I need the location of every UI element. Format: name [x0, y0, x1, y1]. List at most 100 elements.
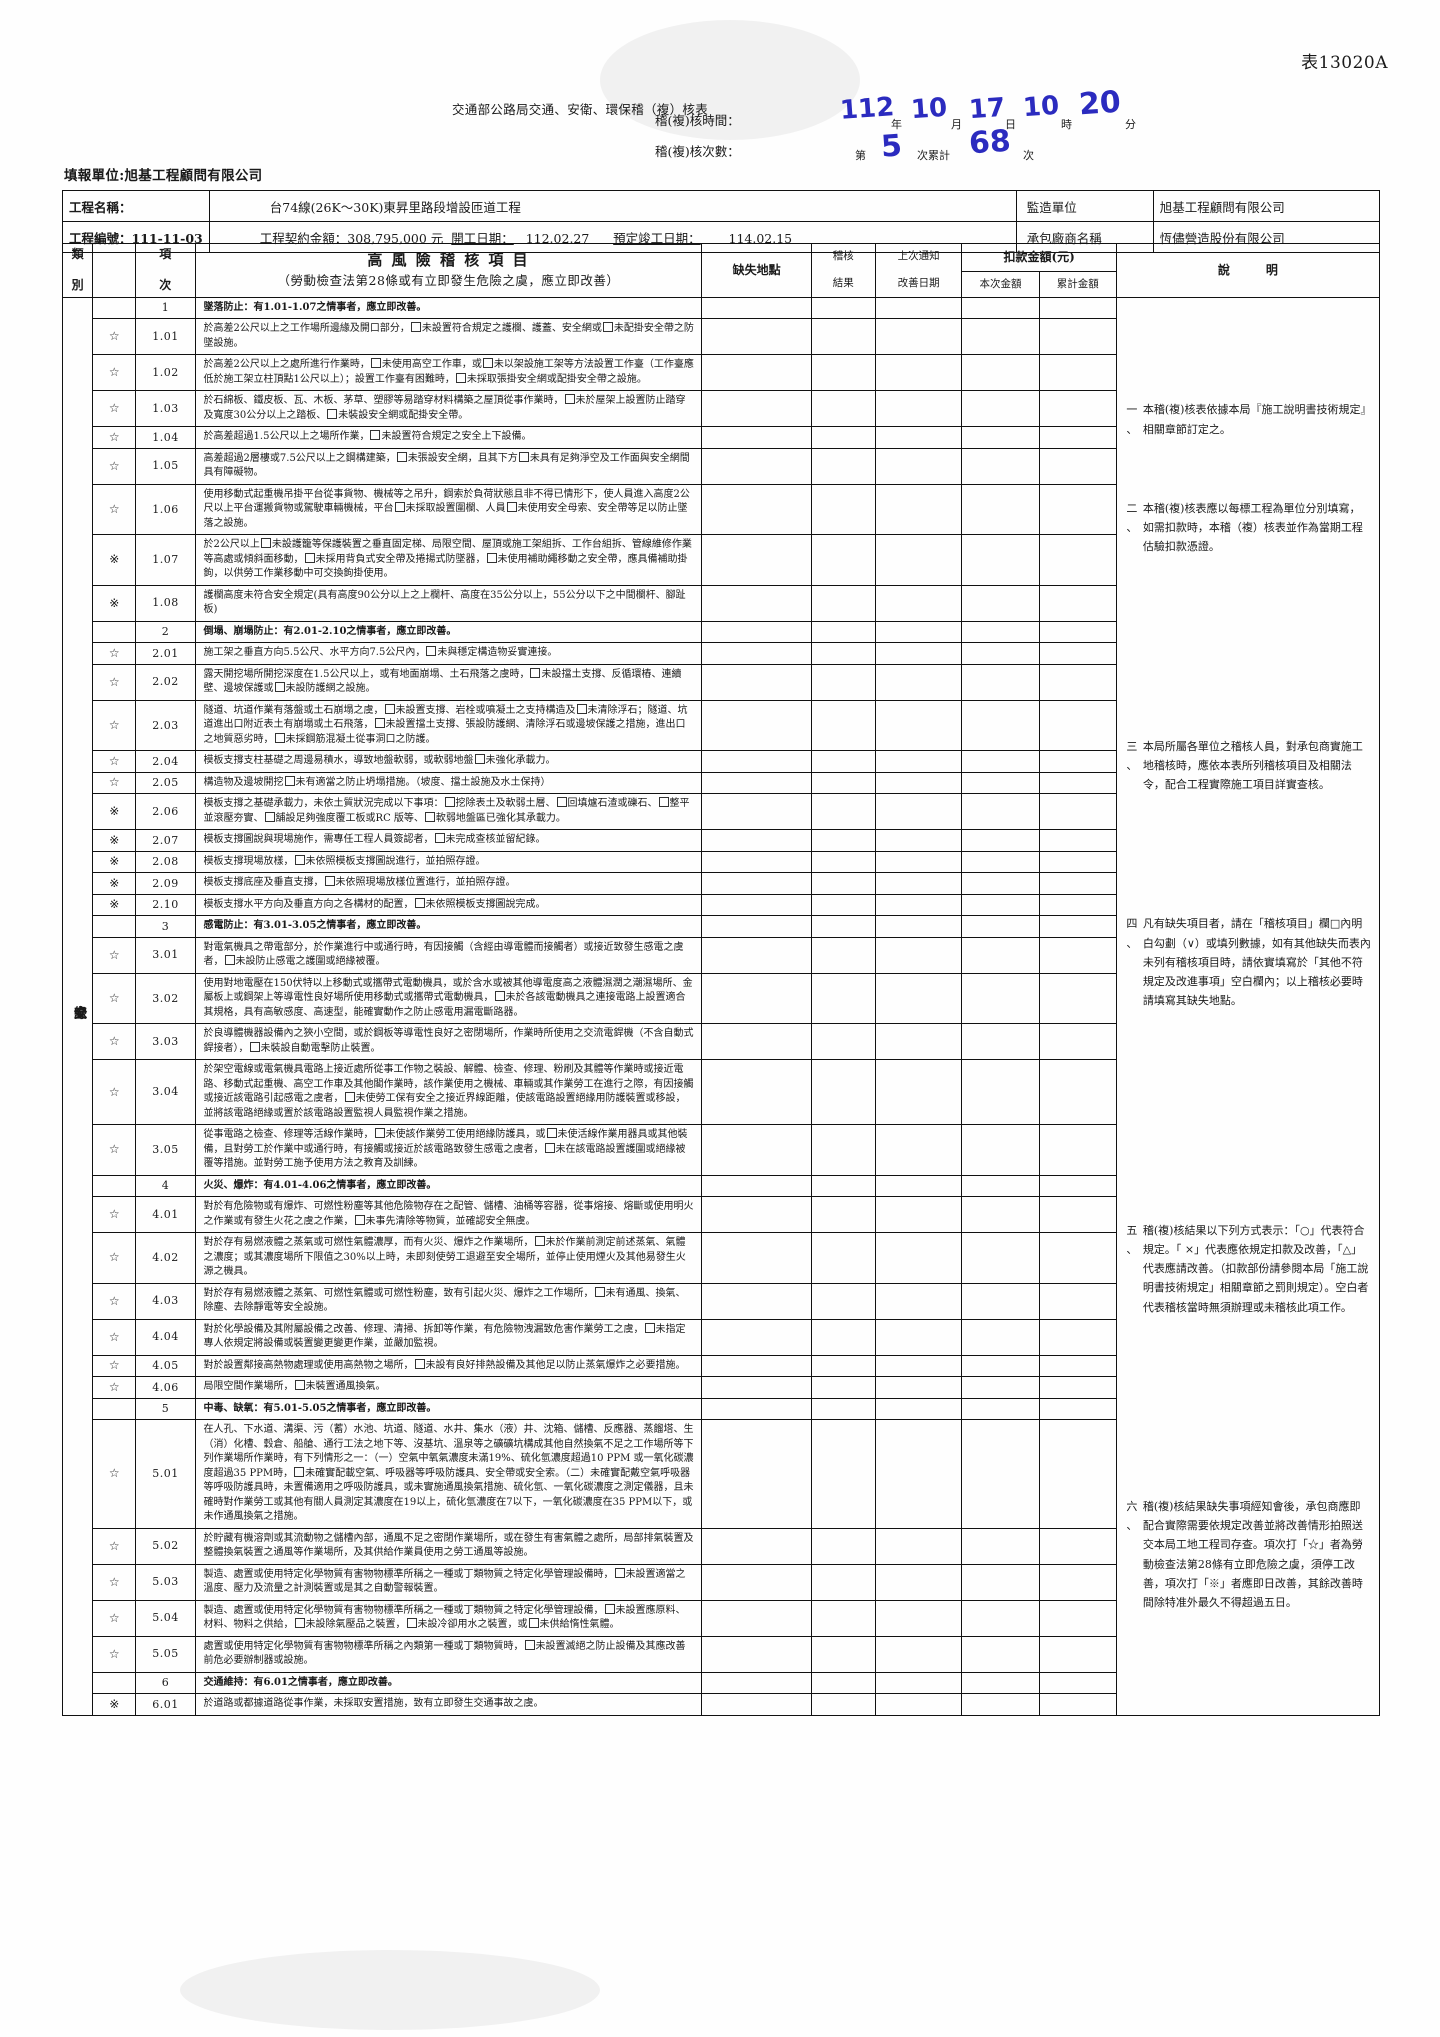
row-notice-date[interactable] — [874, 1196, 963, 1234]
checkbox-icon[interactable] — [327, 408, 338, 419]
row-deduct-total[interactable] — [1038, 1671, 1117, 1695]
row-deduct-total[interactable] — [1038, 1124, 1117, 1176]
checkbox-icon[interactable] — [602, 322, 613, 333]
row-deduct-total[interactable] — [1038, 1599, 1117, 1637]
row-audit-result[interactable] — [810, 426, 876, 449]
checkbox-icon[interactable] — [344, 1092, 355, 1103]
row-audit-result[interactable] — [810, 1563, 876, 1601]
row-defect-location[interactable] — [701, 1599, 812, 1637]
row-audit-result[interactable] — [810, 447, 876, 485]
row-notice-date[interactable] — [874, 1419, 963, 1529]
row-deduct-total[interactable] — [1038, 771, 1117, 795]
row-notice-date[interactable] — [874, 850, 963, 874]
row-deduct-total[interactable] — [1038, 318, 1117, 356]
row-deduct-total[interactable] — [1038, 620, 1117, 644]
row-deduct-total[interactable] — [1038, 750, 1117, 773]
row-notice-date[interactable] — [874, 872, 963, 895]
row-audit-result[interactable] — [810, 1419, 876, 1529]
row-deduct-this[interactable] — [961, 354, 1040, 392]
row-defect-location[interactable] — [701, 750, 812, 773]
row-defect-location[interactable] — [701, 915, 812, 938]
row-deduct-this[interactable] — [961, 699, 1040, 752]
row-deduct-this[interactable] — [961, 850, 1040, 874]
row-deduct-total[interactable] — [1038, 1282, 1117, 1320]
row-notice-date[interactable] — [874, 1354, 963, 1378]
row-deduct-total[interactable] — [1038, 972, 1117, 1025]
row-audit-result[interactable] — [810, 296, 876, 320]
row-notice-date[interactable] — [874, 1174, 963, 1198]
row-defect-location[interactable] — [701, 447, 812, 485]
checkbox-icon[interactable] — [518, 451, 529, 462]
row-deduct-total[interactable] — [1038, 1196, 1117, 1234]
checkbox-icon[interactable] — [658, 797, 669, 808]
row-deduct-total[interactable] — [1038, 1059, 1117, 1126]
row-audit-result[interactable] — [810, 915, 876, 938]
row-notice-date[interactable] — [874, 699, 963, 752]
row-notice-date[interactable] — [874, 1059, 963, 1126]
row-audit-result[interactable] — [810, 1599, 876, 1637]
checkbox-icon[interactable] — [249, 1041, 260, 1052]
row-defect-location[interactable] — [701, 1023, 812, 1061]
row-notice-date[interactable] — [874, 663, 963, 701]
row-audit-result[interactable] — [810, 1527, 876, 1565]
row-notice-date[interactable] — [874, 972, 963, 1025]
row-deduct-this[interactable] — [961, 1318, 1040, 1356]
row-defect-location[interactable] — [701, 1318, 812, 1356]
row-audit-result[interactable] — [810, 1376, 876, 1399]
row-defect-location[interactable] — [701, 829, 812, 852]
row-defect-location[interactable] — [701, 1124, 812, 1176]
row-deduct-this[interactable] — [961, 771, 1040, 795]
row-deduct-this[interactable] — [961, 1635, 1040, 1673]
row-defect-location[interactable] — [701, 390, 812, 428]
row-audit-result[interactable] — [810, 893, 876, 917]
row-notice-date[interactable] — [874, 1599, 963, 1637]
row-deduct-total[interactable] — [1038, 1419, 1117, 1529]
row-notice-date[interactable] — [874, 318, 963, 356]
row-defect-location[interactable] — [701, 771, 812, 795]
checkbox-icon[interactable] — [594, 1286, 605, 1297]
row-defect-location[interactable] — [701, 850, 812, 874]
row-notice-date[interactable] — [874, 584, 963, 622]
row-audit-result[interactable] — [810, 936, 876, 974]
checkbox-icon[interactable] — [284, 775, 295, 786]
row-audit-result[interactable] — [810, 699, 876, 752]
checkbox-icon[interactable] — [604, 1603, 615, 1614]
row-deduct-total[interactable] — [1038, 426, 1117, 449]
row-deduct-this[interactable] — [961, 426, 1040, 449]
checkbox-icon[interactable] — [564, 394, 575, 405]
row-defect-location[interactable] — [701, 1527, 812, 1565]
row-deduct-this[interactable] — [961, 829, 1040, 852]
row-deduct-this[interactable] — [961, 1563, 1040, 1601]
row-deduct-total[interactable] — [1038, 1023, 1117, 1061]
checkbox-icon[interactable] — [260, 538, 271, 549]
row-deduct-total[interactable] — [1038, 1174, 1117, 1198]
row-audit-result[interactable] — [810, 850, 876, 874]
checkbox-icon[interactable] — [370, 430, 381, 441]
row-audit-result[interactable] — [810, 1174, 876, 1198]
row-deduct-this[interactable] — [961, 936, 1040, 974]
row-notice-date[interactable] — [874, 1693, 963, 1716]
row-defect-location[interactable] — [701, 893, 812, 917]
row-notice-date[interactable] — [874, 829, 963, 852]
checkbox-icon[interactable] — [576, 703, 587, 714]
row-defect-location[interactable] — [701, 620, 812, 644]
row-deduct-this[interactable] — [961, 1527, 1040, 1565]
row-deduct-this[interactable] — [961, 1397, 1040, 1421]
row-notice-date[interactable] — [874, 447, 963, 485]
row-audit-result[interactable] — [810, 829, 876, 852]
row-deduct-total[interactable] — [1038, 893, 1117, 917]
row-deduct-this[interactable] — [961, 793, 1040, 831]
checkbox-icon[interactable] — [506, 502, 517, 513]
row-notice-date[interactable] — [874, 354, 963, 392]
checkbox-icon[interactable] — [406, 1618, 417, 1629]
row-deduct-total[interactable] — [1038, 1318, 1117, 1356]
row-deduct-total[interactable] — [1038, 1635, 1117, 1673]
row-audit-result[interactable] — [810, 793, 876, 831]
row-deduct-this[interactable] — [961, 750, 1040, 773]
checkbox-icon[interactable] — [424, 811, 435, 822]
row-notice-date[interactable] — [874, 620, 963, 644]
row-deduct-this[interactable] — [961, 915, 1040, 938]
row-defect-location[interactable] — [701, 699, 812, 752]
row-notice-date[interactable] — [874, 1376, 963, 1399]
row-deduct-this[interactable] — [961, 1354, 1040, 1378]
